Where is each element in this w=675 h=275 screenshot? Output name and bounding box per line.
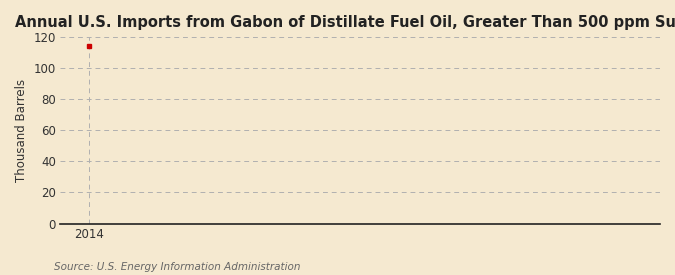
Text: Source: U.S. Energy Information Administration: Source: U.S. Energy Information Administ… — [54, 262, 300, 272]
Y-axis label: Thousand Barrels: Thousand Barrels — [15, 79, 28, 182]
Title: Annual U.S. Imports from Gabon of Distillate Fuel Oil, Greater Than 500 ppm Sulf: Annual U.S. Imports from Gabon of Distil… — [15, 15, 675, 30]
